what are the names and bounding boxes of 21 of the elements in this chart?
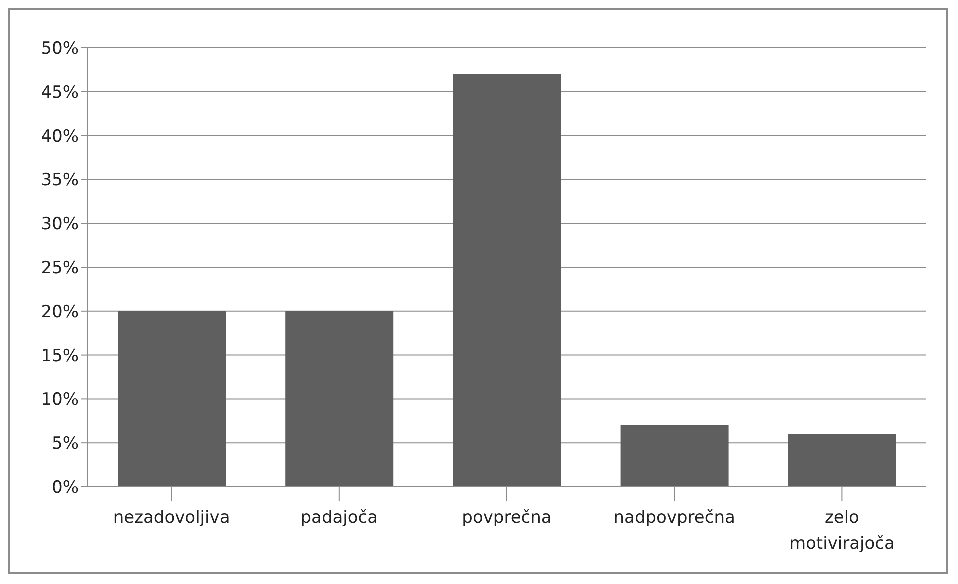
y-tick-label: 20% (41, 302, 79, 322)
y-tick-label: 5% (52, 434, 79, 454)
y-tick-label: 15% (41, 346, 79, 366)
y-tick-label: 0% (52, 478, 79, 498)
y-tick-label: 45% (41, 82, 79, 103)
bar (620, 426, 729, 487)
bar (453, 74, 562, 487)
x-tick-label: povprečna (462, 508, 552, 528)
y-tick-label: 10% (41, 390, 79, 410)
y-tick-label: 35% (41, 170, 79, 191)
y-tick-label: 50% (41, 39, 79, 60)
y-tick-label: 25% (41, 258, 79, 279)
x-tick-label: padajoča (300, 508, 378, 528)
x-tick-label: zelo motivirajoča (789, 508, 895, 554)
bar (118, 311, 226, 487)
bar (788, 434, 896, 487)
y-tick-label: 40% (41, 126, 79, 147)
y-tick-label: 30% (41, 214, 79, 235)
bar (286, 311, 394, 487)
x-tick-label: nadpovprečna (614, 508, 736, 528)
x-tick-label: nezadovoljiva (113, 508, 230, 528)
